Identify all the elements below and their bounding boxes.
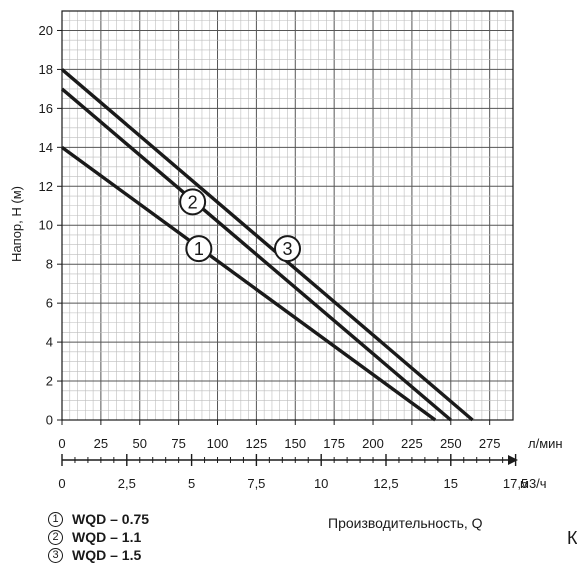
x2-tick-label: 10 — [314, 476, 328, 491]
x-tick-label: 25 — [94, 436, 108, 451]
legend-marker: 2 — [48, 529, 63, 545]
series-marker-circle — [185, 235, 213, 263]
x2-tick-label: 17,5 — [503, 476, 528, 491]
legend-item: 2 WQD – 1.1 — [48, 528, 149, 546]
series-line — [60, 145, 437, 422]
legend-label: WQD – 0.75 — [72, 511, 150, 527]
x2-tick-label: 2,5 — [118, 476, 136, 491]
legend-label: WQD – 1.5 — [72, 547, 142, 563]
x-tick-label: 125 — [246, 436, 268, 451]
x-unit-lmin: л/мин — [528, 436, 563, 451]
x2-tick-label: 12,5 — [373, 476, 398, 491]
y-tick-label: 6 — [46, 296, 53, 311]
legend-item: 1 WQD – 0.75 — [48, 510, 149, 528]
y-tick-label: 8 — [46, 257, 53, 272]
x2-tick-label: 5 — [188, 476, 195, 491]
series-marker-label: 3 — [282, 239, 292, 259]
x-tick-label: 100 — [207, 436, 229, 451]
y-tick-label: 14 — [39, 140, 53, 155]
y-tick-label: 2 — [46, 374, 53, 389]
series-marker-circle — [274, 235, 301, 263]
chart-series: 1 2 3 — [60, 68, 474, 422]
x-tick-label: 50 — [133, 436, 147, 451]
y-tick-label: 12 — [39, 179, 53, 194]
x2-tick-label: 7,5 — [247, 476, 265, 491]
y-tick-label: 16 — [39, 101, 53, 116]
x-tick-label: 175 — [323, 436, 345, 451]
legend-marker: 3 — [48, 547, 63, 563]
legend: 1 WQD – 0.75 2 WQD – 1.1 3 WQD – 1.5 — [48, 510, 149, 564]
x2-tick-label: 15 — [444, 476, 458, 491]
y-tick-label: 18 — [39, 62, 53, 77]
x2-tick-label: 0 — [58, 476, 65, 491]
legend-marker: 1 — [48, 511, 63, 527]
chart-axes — [61, 454, 518, 466]
x-tick-label: 150 — [284, 436, 306, 451]
legend-label: WQD – 1.1 — [72, 529, 142, 545]
x-tick-label: 200 — [362, 436, 384, 451]
plot-frame — [61, 10, 514, 421]
y-tick-label: 0 — [46, 413, 53, 428]
series-marker-label: 2 — [188, 192, 198, 212]
x-tick-label: 250 — [440, 436, 462, 451]
series-line — [60, 87, 452, 422]
x-axis-title: Производительность, Q — [328, 515, 483, 531]
y-tick-label: 4 — [46, 335, 53, 350]
x-tick-label: 225 — [401, 436, 423, 451]
stray-text: К — [567, 528, 577, 548]
x-tick-label: 75 — [171, 436, 185, 451]
x-tick-label: 0 — [58, 436, 65, 451]
y-axis-title: Напор, Н (м) — [9, 186, 24, 262]
x-tick-label: 275 — [479, 436, 501, 451]
series-marker-label: 1 — [194, 239, 204, 259]
y-tick-label: 10 — [39, 218, 53, 233]
x-unit-m3h: м3/ч — [520, 476, 547, 491]
y-tick-label: 20 — [39, 23, 53, 38]
x2-axis-arrow — [508, 455, 518, 465]
series-line — [60, 68, 474, 422]
chart-grid — [61, 10, 514, 421]
legend-item: 3 WQD – 1.5 — [48, 546, 149, 564]
series-marker-circle — [179, 188, 207, 216]
